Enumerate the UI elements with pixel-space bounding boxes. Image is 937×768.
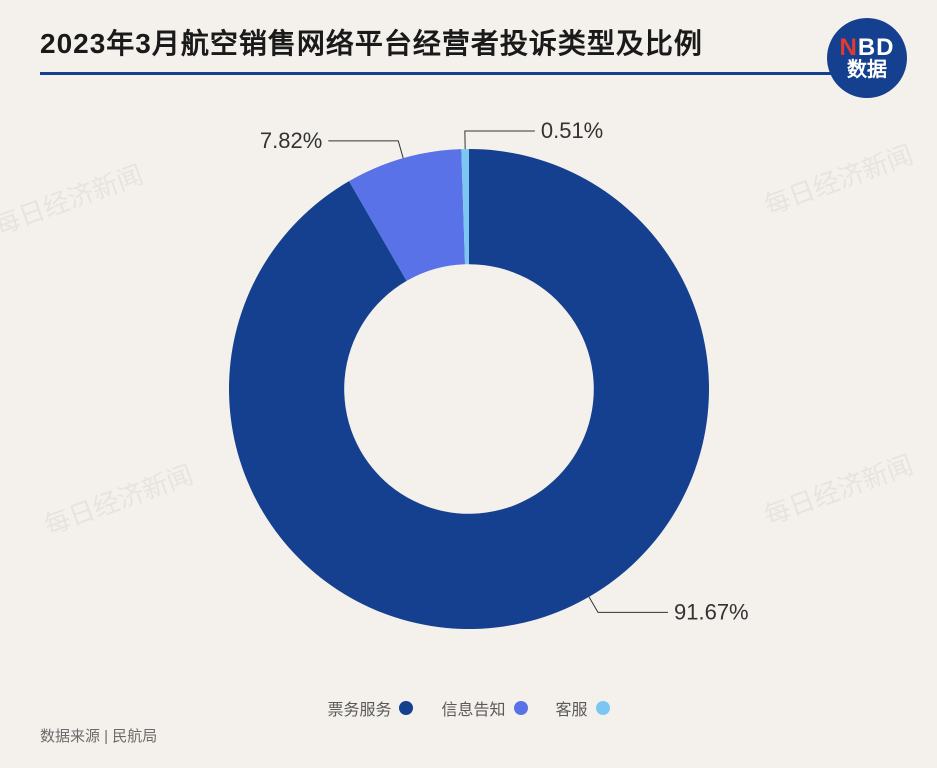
donut-slice [229,149,709,629]
title-underline [40,72,897,75]
legend-label: 票务服务 [327,696,391,720]
logo-subtext: 数据 [847,60,887,81]
chart-legend: 票务服务 信息告知 客服 [0,696,937,720]
legend-label: 信息告知 [441,696,505,720]
logo-n-letter: N [839,34,857,61]
slice-label: 91.67% [674,599,749,624]
legend-label: 客服 [556,696,588,720]
data-source: 数据来源 | 民航局 [40,725,157,746]
donut-chart: 91.67% 7.82% 0.51% [0,80,937,678]
chart-header: 2023年3月航空销售网络平台经营者投诉类型及比例 [40,22,897,75]
donut-svg: 91.67% 7.82% 0.51% [109,89,829,669]
legend-dot [596,701,610,715]
legend-dot [514,701,528,715]
logo-nbd: NBD [839,35,894,60]
legend-dot [399,701,413,715]
leader-line [589,597,668,613]
leader-line [464,131,534,149]
slice-label: 7.82% [259,128,321,153]
legend-item: 票务服务 [327,696,413,720]
logo-bd-letters: BD [858,34,895,61]
chart-title: 2023年3月航空销售网络平台经营者投诉类型及比例 [40,22,897,62]
slice-label: 0.51% [540,118,602,143]
legend-item: 信息告知 [441,696,527,720]
leader-line [328,141,403,158]
legend-item: 客服 [556,696,610,720]
